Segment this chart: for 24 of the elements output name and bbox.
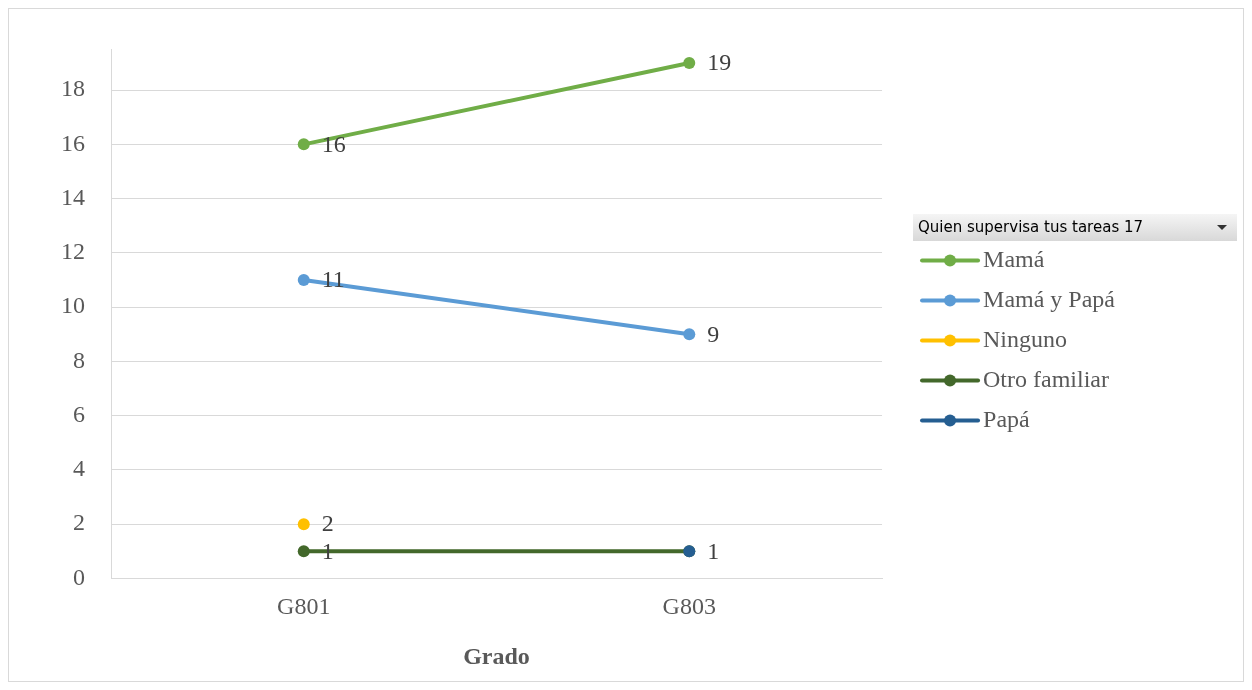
x-axis-title: Grado	[463, 642, 530, 669]
y-tick-label: 10	[61, 292, 85, 319]
y-tick-label: 12	[61, 238, 85, 265]
y-tick-label: 2	[73, 509, 85, 536]
y-tick-label: 0	[73, 563, 85, 590]
data-label: 9	[707, 320, 720, 347]
legend-label: Otro familiar	[983, 365, 1109, 392]
y-tick-label: 18	[61, 75, 85, 102]
y-tick-label: 16	[61, 129, 85, 156]
y-tick-label: 8	[73, 346, 85, 373]
legend-label: Papá	[983, 405, 1031, 432]
legend-title: Quien supervisa tus tareas 17	[918, 218, 1144, 236]
data-label: 19	[707, 49, 732, 76]
x-tick-label: G801	[277, 593, 331, 620]
legend-label: Mamá	[983, 245, 1045, 272]
legend-label: Ninguno	[983, 325, 1068, 352]
x-tick-label: G803	[662, 593, 716, 620]
data-label: 1	[707, 537, 720, 564]
data-label: 2	[321, 510, 334, 537]
y-tick-label: 4	[73, 455, 85, 482]
y-tick-label: 14	[61, 183, 85, 210]
y-tick-label: 6	[73, 400, 85, 427]
field-button: Quien supervisa tus tareas 17	[913, 213, 1237, 241]
legend-label: Mamá y Papá	[983, 285, 1116, 312]
